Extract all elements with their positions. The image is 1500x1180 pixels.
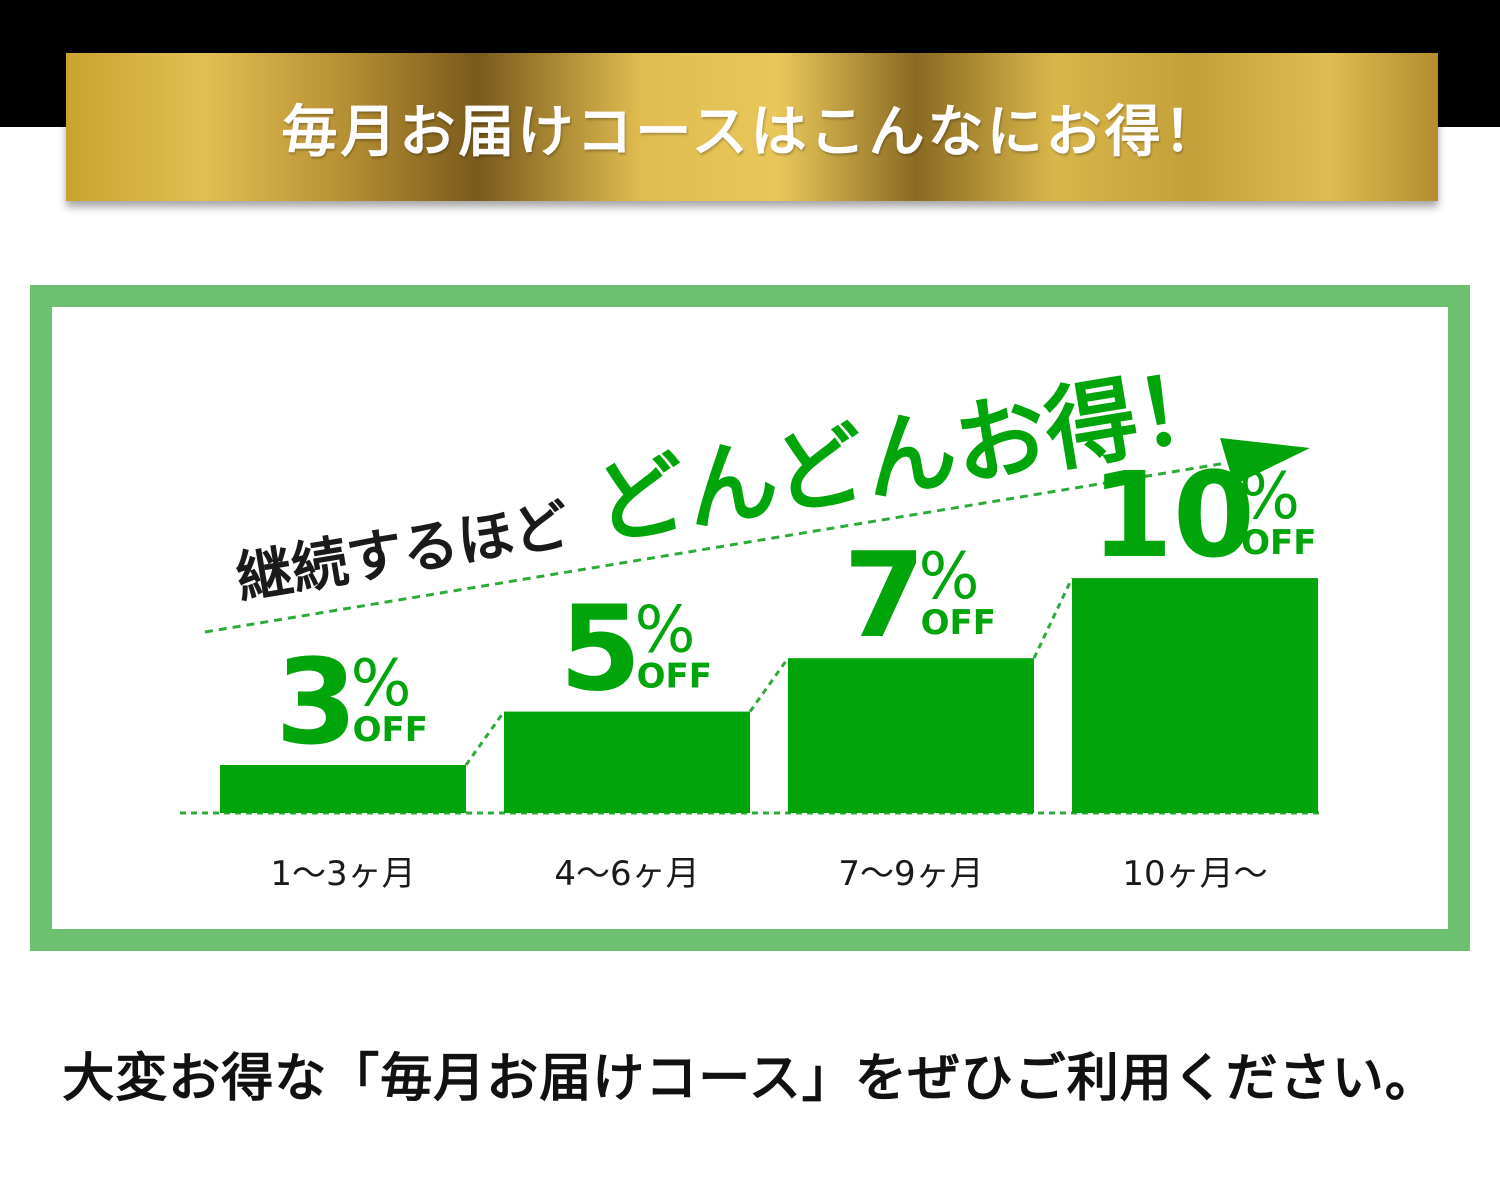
bar-value-label: 3 [275, 633, 357, 771]
trend-arrow-icon [1220, 438, 1310, 485]
category-label: 4〜6ヶ月 [554, 854, 699, 894]
bar-value-label: 10 [1091, 446, 1255, 584]
category-label: 1〜3ヶ月 [270, 854, 415, 894]
bar-suffix-label: OFF [921, 603, 996, 643]
bar-3 [788, 658, 1034, 813]
bar-value-label: 7 [843, 526, 925, 664]
headline-part1: 継続するほど [232, 493, 574, 612]
bar-unit-label: % [351, 647, 412, 721]
step-connector [1032, 577, 1074, 659]
bar-1 [220, 765, 466, 813]
bar-suffix-label: OFF [637, 657, 712, 697]
bar-2 [504, 711, 750, 813]
category-label: 7〜9ヶ月 [838, 854, 983, 894]
category-label: 10ヶ月〜 [1122, 854, 1267, 894]
trend-line [204, 461, 1227, 634]
bars-layer: 3%OFF1〜3ヶ月5%OFF4〜6ヶ月7%OFF7〜9ヶ月10%OFF10ヶ月… [180, 446, 1320, 894]
bar-unit-label: % [1239, 460, 1300, 534]
bar-unit-label: % [919, 540, 980, 614]
bar-unit-label: % [635, 594, 696, 668]
bar-4 [1072, 578, 1318, 813]
bar-suffix-label: OFF [1241, 523, 1316, 563]
bar-suffix-label: OFF [353, 710, 428, 750]
banner-title: 毎月お届けコースはこんなにお得！ [281, 99, 1223, 165]
footer-text: 大変お得な「毎月お届けコース」をぜひご利用ください。 [62, 1049, 1438, 1109]
step-connector [464, 710, 506, 766]
bar-value-label: 5 [559, 580, 641, 718]
step-connector [748, 657, 790, 713]
gold-banner: 毎月お届けコースはこんなにお得！ [66, 53, 1438, 201]
